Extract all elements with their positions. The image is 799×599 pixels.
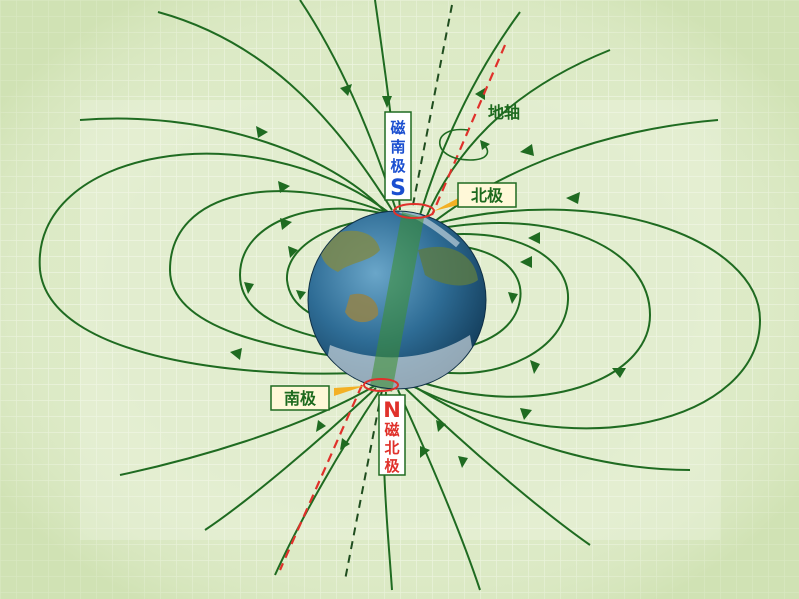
arrowhead — [612, 368, 626, 378]
field-line — [168, 190, 391, 361]
arrowhead — [382, 96, 392, 108]
field-line — [119, 383, 379, 476]
field-line — [157, 11, 393, 211]
magnetic-axis-line-bottom — [344, 389, 383, 581]
axis-lines — [278, 4, 507, 581]
arrowhead — [256, 126, 268, 138]
magnetic-south-pole-label: 磁 南 极 S — [384, 111, 412, 201]
field-line — [238, 207, 394, 346]
arrowhead — [520, 408, 532, 420]
north-pole-text: 北极 — [471, 186, 504, 205]
arrowhead — [420, 446, 430, 458]
field-line — [437, 244, 522, 351]
arrowhead — [528, 232, 540, 244]
magnetic-south-char-2: 南 — [390, 138, 405, 156]
field-line — [274, 389, 381, 576]
arrowhead — [566, 192, 580, 204]
south-pole-text: 南极 — [284, 389, 317, 408]
field-arrows — [230, 84, 626, 468]
earth-globe — [307, 210, 487, 392]
field-line — [431, 232, 570, 375]
arrowhead — [340, 438, 350, 450]
magnetic-axis-line-top — [411, 4, 453, 211]
arrowhead — [340, 84, 352, 96]
magnetic-south-char-1: 磁 — [390, 119, 405, 137]
meridian-band — [370, 212, 424, 392]
north-pole-pointer — [434, 196, 462, 211]
field-line — [79, 117, 389, 216]
field-line — [409, 208, 762, 430]
arrowhead — [230, 348, 242, 360]
field-line — [204, 387, 377, 531]
geographic-south-pole-label: 南极 — [270, 385, 330, 411]
arrowhead — [520, 144, 534, 156]
arrowhead — [458, 456, 468, 468]
field-line — [424, 49, 611, 221]
magnetic-north-char-2: 北 — [384, 439, 399, 457]
field-line — [397, 389, 481, 591]
field-line — [419, 222, 652, 398]
magnetic-north-letter: N — [383, 398, 401, 422]
arrowhead — [436, 420, 446, 432]
rotation-arrow — [439, 128, 489, 161]
magnetic-north-char-3: 极 — [384, 457, 400, 475]
arrowhead — [280, 218, 292, 230]
arrowhead — [296, 290, 306, 300]
south-pole-pointer — [334, 386, 364, 396]
field-line — [404, 387, 591, 546]
arrowhead — [288, 246, 298, 258]
arrowhead — [520, 256, 532, 268]
arrowhead — [530, 360, 540, 374]
earth-axis-label: 地轴 — [488, 103, 520, 122]
earth-axis-line-top — [430, 44, 507, 216]
field-line — [411, 384, 691, 471]
magnetic-south-letter: S — [390, 176, 406, 201]
field-line — [419, 11, 521, 216]
earth-axis-line-bottom — [278, 384, 364, 571]
geographic-north-pole-label: 北极 — [457, 182, 517, 208]
arrowhead — [278, 181, 290, 193]
magnetic-north-pole-label: N 磁 北 极 — [378, 394, 406, 476]
magnetic-south-char-3: 极 — [390, 157, 406, 175]
field-line — [38, 152, 389, 375]
arrowhead — [244, 282, 254, 294]
arrowhead — [475, 88, 485, 100]
south-pole-marker — [363, 378, 399, 392]
magnetic-north-char-1: 磁 — [384, 421, 399, 439]
arrowhead — [508, 292, 518, 304]
arrowhead — [316, 420, 326, 432]
